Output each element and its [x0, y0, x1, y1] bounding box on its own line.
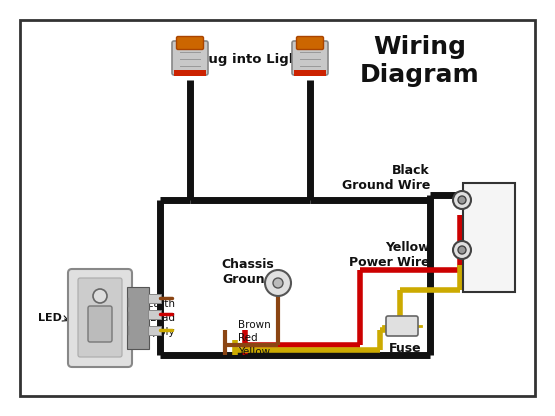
Text: Load: Load — [150, 313, 175, 323]
Text: Earth: Earth — [147, 299, 175, 309]
Text: + 12 Volt  —: + 12 Volt — — [475, 210, 485, 270]
FancyBboxPatch shape — [296, 37, 324, 50]
Text: LED: LED — [38, 313, 62, 323]
Text: Chassis
Ground: Chassis Ground — [221, 258, 274, 286]
Circle shape — [453, 241, 471, 259]
Text: Black
Ground Wire: Black Ground Wire — [342, 164, 430, 192]
Circle shape — [273, 278, 283, 288]
FancyBboxPatch shape — [176, 37, 204, 50]
FancyBboxPatch shape — [127, 287, 149, 349]
FancyBboxPatch shape — [174, 70, 206, 76]
Text: Yellow: Yellow — [238, 347, 270, 357]
Text: Supply: Supply — [139, 327, 175, 337]
Circle shape — [265, 270, 291, 296]
FancyBboxPatch shape — [463, 183, 515, 292]
Circle shape — [458, 196, 466, 204]
Circle shape — [93, 289, 107, 303]
Text: Fuse: Fuse — [388, 342, 421, 355]
Text: Red: Red — [238, 333, 258, 343]
Text: Yellow
Power Wire: Yellow Power Wire — [350, 241, 430, 269]
Circle shape — [458, 246, 466, 254]
Text: Wiring
Diagram: Wiring Diagram — [360, 35, 480, 87]
Text: Brown: Brown — [238, 320, 271, 330]
Text: Battery: Battery — [490, 222, 500, 258]
FancyBboxPatch shape — [148, 294, 160, 302]
FancyBboxPatch shape — [78, 278, 122, 357]
Text: Plug into Lights: Plug into Lights — [194, 54, 312, 67]
FancyBboxPatch shape — [386, 316, 418, 336]
FancyBboxPatch shape — [88, 306, 112, 342]
FancyBboxPatch shape — [20, 20, 535, 396]
FancyBboxPatch shape — [148, 310, 160, 319]
FancyBboxPatch shape — [292, 41, 328, 75]
FancyBboxPatch shape — [172, 41, 208, 75]
FancyBboxPatch shape — [68, 269, 132, 367]
FancyBboxPatch shape — [148, 325, 160, 334]
Circle shape — [453, 191, 471, 209]
FancyBboxPatch shape — [294, 70, 326, 76]
